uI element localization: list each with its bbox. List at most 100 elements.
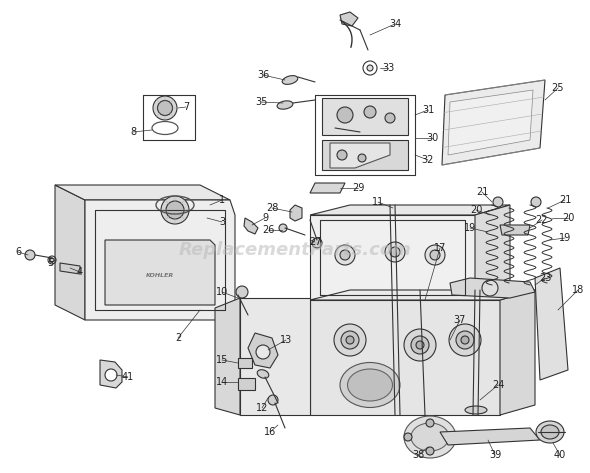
- Text: KOHLER: KOHLER: [146, 272, 174, 278]
- Text: 41: 41: [122, 372, 134, 382]
- Text: ReplacementParts.com: ReplacementParts.com: [179, 241, 411, 259]
- Text: 11: 11: [372, 197, 384, 207]
- Text: 20: 20: [562, 213, 574, 223]
- Polygon shape: [322, 98, 408, 135]
- Circle shape: [430, 250, 440, 260]
- Text: 20: 20: [470, 205, 482, 215]
- Polygon shape: [310, 215, 475, 300]
- Polygon shape: [238, 378, 255, 390]
- Text: 3: 3: [219, 217, 225, 227]
- Text: 30: 30: [426, 133, 438, 143]
- Circle shape: [153, 96, 177, 120]
- Polygon shape: [240, 298, 310, 415]
- Text: 15: 15: [216, 355, 228, 365]
- Circle shape: [385, 242, 405, 262]
- Ellipse shape: [282, 76, 298, 84]
- Circle shape: [390, 247, 400, 257]
- Text: 24: 24: [492, 380, 504, 390]
- Circle shape: [449, 324, 481, 356]
- Text: 6: 6: [15, 247, 21, 257]
- Ellipse shape: [277, 101, 293, 109]
- Text: 26: 26: [262, 225, 274, 235]
- Circle shape: [426, 447, 434, 455]
- Polygon shape: [310, 183, 345, 193]
- Circle shape: [425, 245, 445, 265]
- Polygon shape: [290, 205, 302, 221]
- Circle shape: [50, 258, 54, 262]
- Circle shape: [404, 433, 412, 441]
- Ellipse shape: [411, 423, 449, 451]
- Text: 25: 25: [552, 83, 564, 93]
- Text: 4: 4: [77, 267, 83, 277]
- Text: 36: 36: [257, 70, 269, 80]
- Circle shape: [279, 224, 287, 232]
- Text: 21: 21: [476, 187, 488, 197]
- Text: 40: 40: [554, 450, 566, 460]
- Circle shape: [456, 331, 474, 349]
- Text: 39: 39: [489, 450, 501, 460]
- Text: 27: 27: [309, 237, 321, 247]
- Polygon shape: [500, 290, 535, 415]
- Circle shape: [161, 196, 189, 224]
- Polygon shape: [244, 218, 258, 234]
- Circle shape: [448, 433, 456, 441]
- Polygon shape: [105, 240, 215, 305]
- Circle shape: [426, 419, 434, 427]
- Polygon shape: [215, 298, 240, 415]
- Text: 37: 37: [454, 315, 466, 325]
- Text: 9: 9: [262, 213, 268, 223]
- Polygon shape: [475, 205, 510, 300]
- Polygon shape: [310, 205, 510, 215]
- Text: 1: 1: [219, 195, 225, 205]
- Ellipse shape: [257, 370, 269, 378]
- Circle shape: [531, 197, 541, 207]
- Polygon shape: [55, 185, 230, 200]
- Circle shape: [335, 245, 355, 265]
- Ellipse shape: [348, 369, 392, 401]
- Polygon shape: [238, 358, 252, 368]
- Ellipse shape: [340, 362, 400, 408]
- Polygon shape: [85, 200, 235, 320]
- Polygon shape: [535, 268, 568, 380]
- Text: 18: 18: [572, 285, 584, 295]
- Circle shape: [158, 100, 172, 115]
- Circle shape: [166, 201, 184, 219]
- Text: 17: 17: [434, 243, 446, 253]
- Circle shape: [358, 154, 366, 162]
- Polygon shape: [310, 300, 500, 415]
- Circle shape: [268, 395, 278, 405]
- Text: 32: 32: [422, 155, 434, 165]
- Circle shape: [346, 336, 354, 344]
- Text: 7: 7: [183, 102, 189, 112]
- Text: 10: 10: [216, 287, 228, 297]
- Circle shape: [340, 250, 350, 260]
- Circle shape: [411, 336, 429, 354]
- Text: 13: 13: [280, 335, 292, 345]
- Circle shape: [256, 345, 270, 359]
- Polygon shape: [248, 333, 278, 368]
- Circle shape: [334, 324, 366, 356]
- Ellipse shape: [536, 421, 564, 443]
- Circle shape: [364, 106, 376, 118]
- Circle shape: [461, 336, 469, 344]
- Text: 19: 19: [559, 233, 571, 243]
- Text: 34: 34: [389, 19, 401, 29]
- Polygon shape: [450, 278, 535, 298]
- Text: 19: 19: [464, 223, 476, 233]
- Ellipse shape: [404, 416, 456, 458]
- Polygon shape: [310, 290, 535, 300]
- Circle shape: [236, 286, 248, 298]
- Text: 12: 12: [256, 403, 268, 413]
- Ellipse shape: [541, 425, 559, 439]
- Polygon shape: [322, 140, 408, 170]
- Polygon shape: [442, 80, 545, 165]
- Text: 38: 38: [412, 450, 424, 460]
- Polygon shape: [100, 360, 122, 388]
- Circle shape: [404, 329, 436, 361]
- Text: 33: 33: [382, 63, 394, 73]
- Polygon shape: [440, 428, 540, 445]
- Text: 35: 35: [255, 97, 267, 107]
- Text: 8: 8: [130, 127, 136, 137]
- Polygon shape: [448, 90, 533, 155]
- Circle shape: [337, 107, 353, 123]
